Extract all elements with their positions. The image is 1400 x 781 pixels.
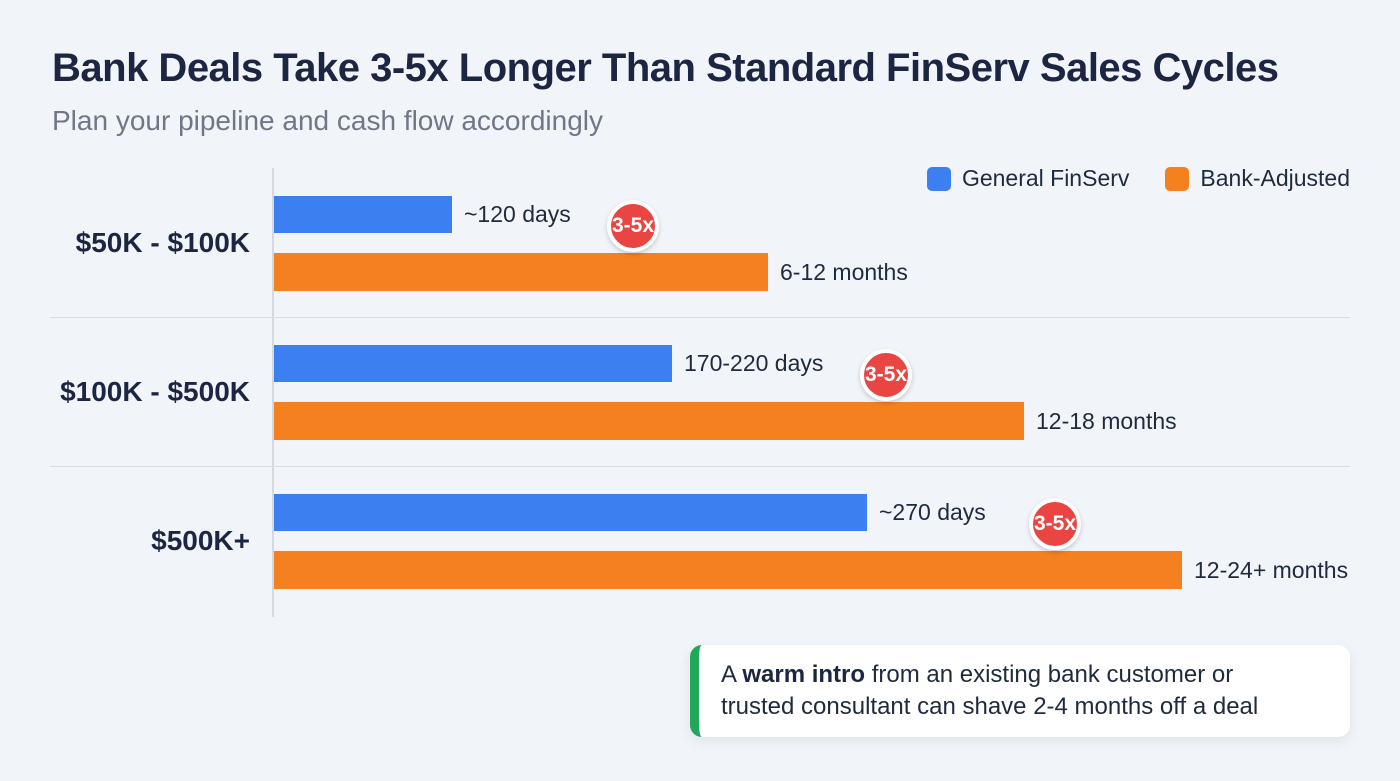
callout-text-highlight: warm intro bbox=[742, 661, 866, 688]
bar-bank-adjusted bbox=[274, 253, 768, 291]
callout-tip: A warm intro from an existing bank custo… bbox=[690, 645, 1350, 737]
category-label: $100K - $500K bbox=[60, 375, 250, 407]
legend: General FinServ Bank-Adjusted bbox=[926, 165, 1350, 192]
bar-line: ~120 days bbox=[274, 196, 1400, 233]
bar-line: 12-24+ months bbox=[274, 551, 1400, 589]
bar-value-label: 12-18 months bbox=[1036, 407, 1177, 434]
callout-text-rest: from an existing bank customer or bbox=[865, 661, 1234, 688]
bar-value-label: ~120 days bbox=[464, 201, 571, 227]
bar-line: 6-12 months bbox=[274, 253, 1400, 291]
bar-line: ~270 days bbox=[274, 494, 1400, 531]
chart-row-500k-plus: $500K+ ~270 days 12-24+ months 3-5x bbox=[0, 466, 1400, 615]
callout-text-prefix: A bbox=[721, 661, 743, 688]
category-separator bbox=[50, 466, 1350, 467]
legend-item-general-finserv: General FinServ bbox=[926, 165, 1130, 192]
multiplier-badge: 3-5x bbox=[607, 200, 659, 252]
category-label: $500K+ bbox=[151, 524, 250, 556]
callout-text-line2: trusted consultant can shave 2-4 months … bbox=[721, 693, 1259, 720]
bar-value-label: 12-24+ months bbox=[1194, 556, 1349, 583]
bar-value-label: 6-12 months bbox=[780, 258, 908, 285]
multiplier-badge: 3-5x bbox=[1029, 498, 1081, 550]
legend-swatch-blue bbox=[926, 166, 951, 191]
bar-bank-adjusted bbox=[274, 551, 1182, 589]
legend-swatch-orange bbox=[1165, 166, 1190, 191]
multiplier-badge: 3-5x bbox=[860, 349, 912, 401]
legend-item-bank-adjusted: Bank-Adjusted bbox=[1165, 165, 1350, 192]
category-separator bbox=[50, 317, 1350, 318]
y-axis-line bbox=[272, 168, 274, 617]
chart-row-100k-500k: $100K - $500K 170-220 days 12-18 months … bbox=[0, 317, 1400, 466]
legend-label: General FinServ bbox=[961, 165, 1130, 191]
bar-general-finserv bbox=[274, 345, 672, 382]
bar-general-finserv bbox=[274, 196, 452, 233]
chart-row-50k-100k: $50K - $100K ~120 days 6-12 months 3-5x bbox=[0, 168, 1400, 317]
category-label: $50K - $100K bbox=[75, 226, 250, 258]
legend-label: Bank-Adjusted bbox=[1200, 165, 1350, 191]
bar-value-label: 170-220 days bbox=[684, 350, 824, 376]
bar-general-finserv bbox=[274, 494, 867, 531]
page-title: Bank Deals Take 3-5x Longer Than Standar… bbox=[52, 46, 1279, 90]
bar-bank-adjusted bbox=[274, 402, 1024, 440]
bar-line: 170-220 days bbox=[274, 345, 1400, 382]
bar-line: 12-18 months bbox=[274, 402, 1400, 440]
page-subtitle: Plan your pipeline and cash flow accordi… bbox=[52, 105, 603, 136]
bar-value-label: ~270 days bbox=[879, 499, 986, 525]
